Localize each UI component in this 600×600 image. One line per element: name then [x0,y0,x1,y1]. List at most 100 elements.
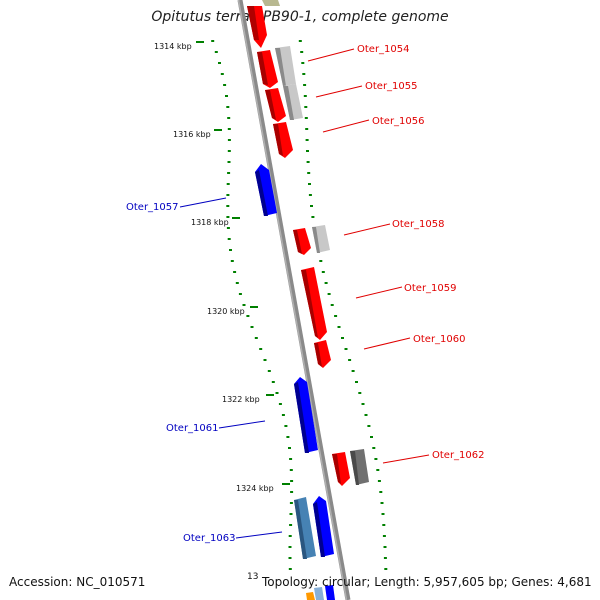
gc-dot-left [238,293,242,295]
label-oter-1063: Oter_1063 [183,533,236,544]
gc-dot-left [254,337,258,339]
gene-oter-1060[interactable] [314,340,331,368]
scale-ticks: 1314 kbp 1316 kbp 1318 kbp 1320 kbp 1322… [154,42,274,493]
gc-dot-left [227,172,231,174]
gc-dot-right [361,403,365,405]
gc-dot-right [307,172,311,174]
gc-dot-right [348,359,352,361]
gc-dot-left [275,392,279,394]
gene-partial-top[interactable] [247,0,280,48]
gc-dot-left [226,227,230,229]
gc-dot-right [308,183,311,185]
label-oter-1062: Oter_1062 [432,450,485,461]
gc-dot-left [284,425,288,427]
label-oter-1059: Oter_1059 [404,283,457,294]
gc-dot-left [226,216,230,218]
gene-oter-1061[interactable] [294,377,318,453]
gc-dot-left [218,62,221,64]
gc-dot-right [355,381,358,383]
gene-oter-1055[interactable] [265,84,303,122]
gc-dot-right [308,194,312,196]
tick-label-1320: 1320 kbp [207,307,245,316]
gc-dot-right [304,117,308,119]
gc-dot-left [250,326,254,328]
label-leaders [179,48,430,539]
gc-dot-left [211,40,215,42]
gc-dot-right [306,150,309,152]
tick-label-1322: 1322 kbp [222,395,260,404]
gc-dot-left [226,194,230,196]
gc-dot-left [227,128,231,130]
gc-dot-left [259,348,263,350]
gene-oter-1056[interactable] [273,122,293,158]
gene-oter-1057[interactable] [255,164,277,216]
gc-dot-right [344,348,348,350]
gc-dot-right [382,524,386,526]
gc-dot-left [263,359,267,361]
gc-dot-left [289,524,293,526]
gc-dot-right [330,304,334,306]
gc-dot-left [227,150,231,152]
tick-label-1324: 1324 kbp [236,484,274,493]
gc-dot-right [376,469,380,471]
gene-oter-1058[interactable] [293,225,330,255]
gc-dot-right [321,271,325,273]
gene-oter-1063[interactable] [294,496,334,559]
label-oter-1057: Oter_1057 [126,202,179,213]
gc-dot-left [289,458,293,460]
gc-dot-left [229,249,232,251]
gc-dot-right [302,73,306,75]
gc-dot-right [382,535,386,537]
gc-dot-right [303,84,307,86]
gc-dot-right [303,95,307,97]
gene-oter-1054[interactable] [257,46,296,88]
gc-dot-left [267,370,271,372]
gc-dot-left [225,95,228,97]
gc-dot-right [358,392,362,394]
gc-dot-left [278,403,282,405]
gc-dot-right [370,436,373,438]
gc-dot-right [351,370,355,372]
gc-dot-right [324,282,328,284]
gc-dot-left [286,436,290,438]
gene-oter-1059[interactable] [301,267,327,340]
gc-dot-right [305,128,309,130]
genome-backbone [237,0,351,600]
gc-dot-left [235,282,239,284]
gc-dot-right [380,502,384,504]
gc-dot-left [288,447,291,449]
gc-dot-right [341,337,344,339]
gc-dot-right [319,260,323,262]
tick-label-1314: 1314 kbp [154,42,192,51]
gc-dot-left [226,106,230,108]
gc-dot-right [310,205,313,207]
footer-fragment: 13 [247,572,259,582]
gc-dot-right [301,62,305,64]
gc-dot-left [230,260,234,262]
gc-dot-left [290,480,294,482]
label-oter-1056: Oter_1056 [372,116,425,127]
gc-dot-right [306,161,310,163]
gc-dot-left [289,502,293,504]
gc-dot-right [367,425,371,427]
accession-text: Accession: NC_010571 [9,575,146,589]
gc-dot-right [377,480,381,482]
gene-oter-1062[interactable] [332,449,369,486]
gc-dot-right [381,513,385,515]
gc-dot-right [383,546,387,548]
gc-dot-left [227,238,231,240]
gc-dot-left [288,535,292,537]
gc-dot-right [300,51,304,53]
gc-dot-right [383,557,387,559]
gc-dot-left [288,557,292,559]
gc-dot-right [372,447,376,449]
gene-partial-bottom[interactable] [306,585,335,600]
gc-dot-left [214,51,218,53]
gc-dot-left [233,271,237,273]
gc-dot-right [304,106,308,108]
gc-dot-right [364,414,368,416]
gc-dot-right [311,216,315,218]
gc-dot-left [220,73,224,75]
gc-dot-right [334,315,338,317]
